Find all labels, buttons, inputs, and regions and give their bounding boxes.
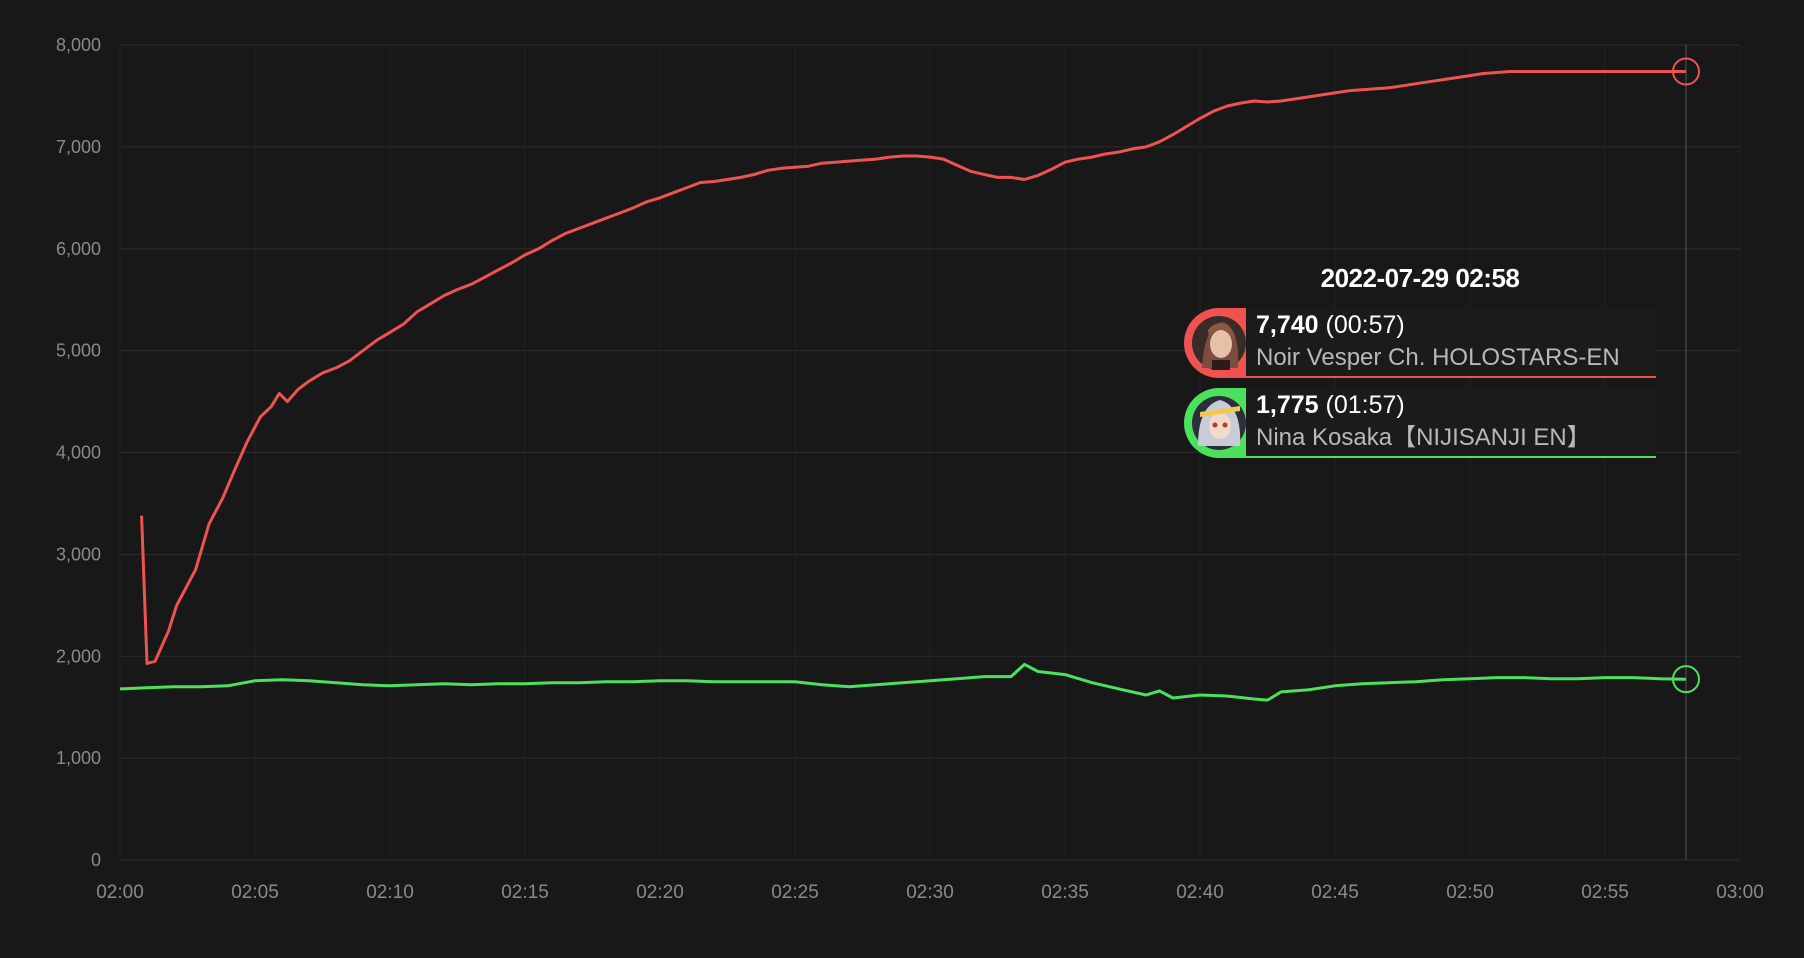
x-tick-label: 02:35 <box>1041 882 1089 903</box>
avatar <box>1184 388 1246 458</box>
y-tick-label: 5,000 <box>56 341 101 361</box>
y-tick-label: 2,000 <box>56 646 101 666</box>
x-tick-label: 02:15 <box>501 882 549 903</box>
y-tick-label: 6,000 <box>56 239 101 259</box>
x-tick-label: 02:10 <box>366 882 414 903</box>
x-tick-label: 03:00 <box>1716 882 1764 903</box>
x-axis-tick-labels: 02:00 02:05 02:10 02:15 02:20 02:25 02:30 02:35… <box>96 882 1764 903</box>
tooltip-duration: (00:57) <box>1325 311 1405 339</box>
x-tick-label: 02:30 <box>906 882 954 903</box>
tooltip-channel-name: Noir Vesper Ch. HOLOSTARS-EN <box>1256 344 1620 371</box>
tooltip-date: 2022-07-29 02:58 <box>1320 263 1520 293</box>
y-tick-label: 8,000 <box>56 35 101 55</box>
y-axis-tick-labels: 0 1,000 2,000 3,000 4,000 5,000 6,000 7,000 8,00… <box>56 35 101 870</box>
hover-marker <box>1672 665 1700 694</box>
x-tick-label: 02:25 <box>771 882 819 903</box>
tooltip-entry-nina: 1,775 (01:57) Nina Kosaka【NIJISANJI EN】 <box>1184 388 1656 458</box>
avatar <box>1184 308 1246 378</box>
hover-markers <box>1672 57 1700 694</box>
hover-marker <box>1672 57 1700 86</box>
tooltip-value: 1,775 <box>1256 391 1319 419</box>
x-tick-label: 02:40 <box>1176 882 1224 903</box>
y-tick-label: 7,000 <box>56 137 101 157</box>
hover-tooltip: 2022-07-29 02:58 7,740 (00:57) Noir Vesp… <box>1184 258 1656 468</box>
y-tick-label: 4,000 <box>56 443 101 463</box>
tooltip-entry-noir: 7,740 (00:57) Noir Vesper Ch. HOLOSTARS-… <box>1184 308 1656 378</box>
tooltip-duration: (01:57) <box>1325 391 1405 419</box>
y-tick-label: 3,000 <box>56 544 101 564</box>
x-tick-label: 02:45 <box>1311 882 1359 903</box>
x-tick-label: 02:50 <box>1446 882 1494 903</box>
tooltip-channel-name: Nina Kosaka【NIJISANJI EN】 <box>1256 424 1591 451</box>
series-line-2 <box>119 662 1687 702</box>
y-tick-label: 0 <box>91 850 101 870</box>
x-tick-label: 02:55 <box>1581 882 1629 903</box>
x-tick-label: 02:05 <box>231 882 279 903</box>
x-tick-label: 02:20 <box>636 882 684 903</box>
series-line-1 <box>140 70 1686 665</box>
x-tick-label: 02:00 <box>96 882 144 903</box>
y-tick-label: 1,000 <box>56 748 101 768</box>
series-lines <box>119 70 1687 702</box>
tooltip-value: 7,740 <box>1256 311 1319 339</box>
